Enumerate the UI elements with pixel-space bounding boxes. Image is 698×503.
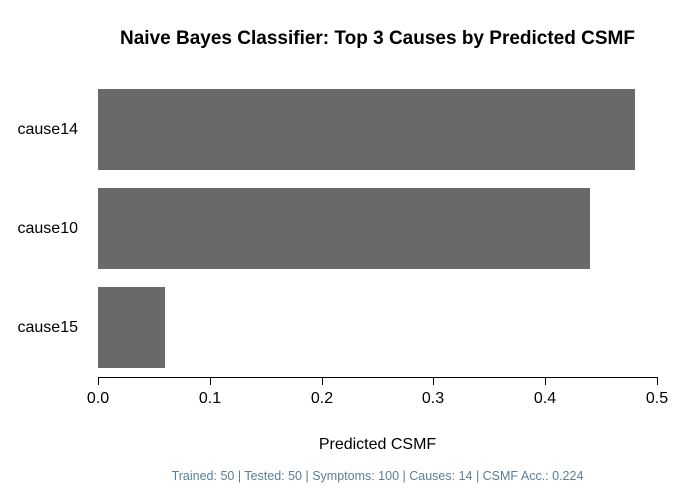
x-axis-line <box>98 377 658 378</box>
x-axis-title: Predicted CSMF <box>318 436 437 453</box>
bar-cause15 <box>98 287 165 368</box>
x-tick-0.2 <box>322 378 323 385</box>
bar-cause14 <box>98 89 635 170</box>
footer-caption: Trained: 50 | Tested: 50 | Symptoms: 100… <box>171 469 584 483</box>
x-tick-0.4 <box>545 378 546 385</box>
y-axis-label-cause10: cause10 <box>17 219 79 237</box>
plot-area <box>98 85 657 378</box>
x-tick-0.1 <box>210 378 211 385</box>
bar-cause10 <box>98 188 590 269</box>
x-tick-0.3 <box>433 378 434 385</box>
x-tick-label-0.4: 0.4 <box>533 390 557 407</box>
chart-title: Naive Bayes Classifier: Top 3 Causes by … <box>120 28 635 49</box>
y-axis-label-cause14: cause14 <box>17 120 79 138</box>
x-tick-label-0.5: 0.5 <box>645 390 669 407</box>
x-tick-0.5 <box>657 378 658 385</box>
x-tick-label-0.3: 0.3 <box>421 390 445 407</box>
x-tick-label-0.0: 0.0 <box>86 390 110 407</box>
x-tick-label-0.2: 0.2 <box>310 390 334 407</box>
x-tick-0.0 <box>98 378 99 385</box>
y-axis-label-cause15: cause15 <box>17 318 79 336</box>
x-tick-label-0.1: 0.1 <box>198 390 222 407</box>
